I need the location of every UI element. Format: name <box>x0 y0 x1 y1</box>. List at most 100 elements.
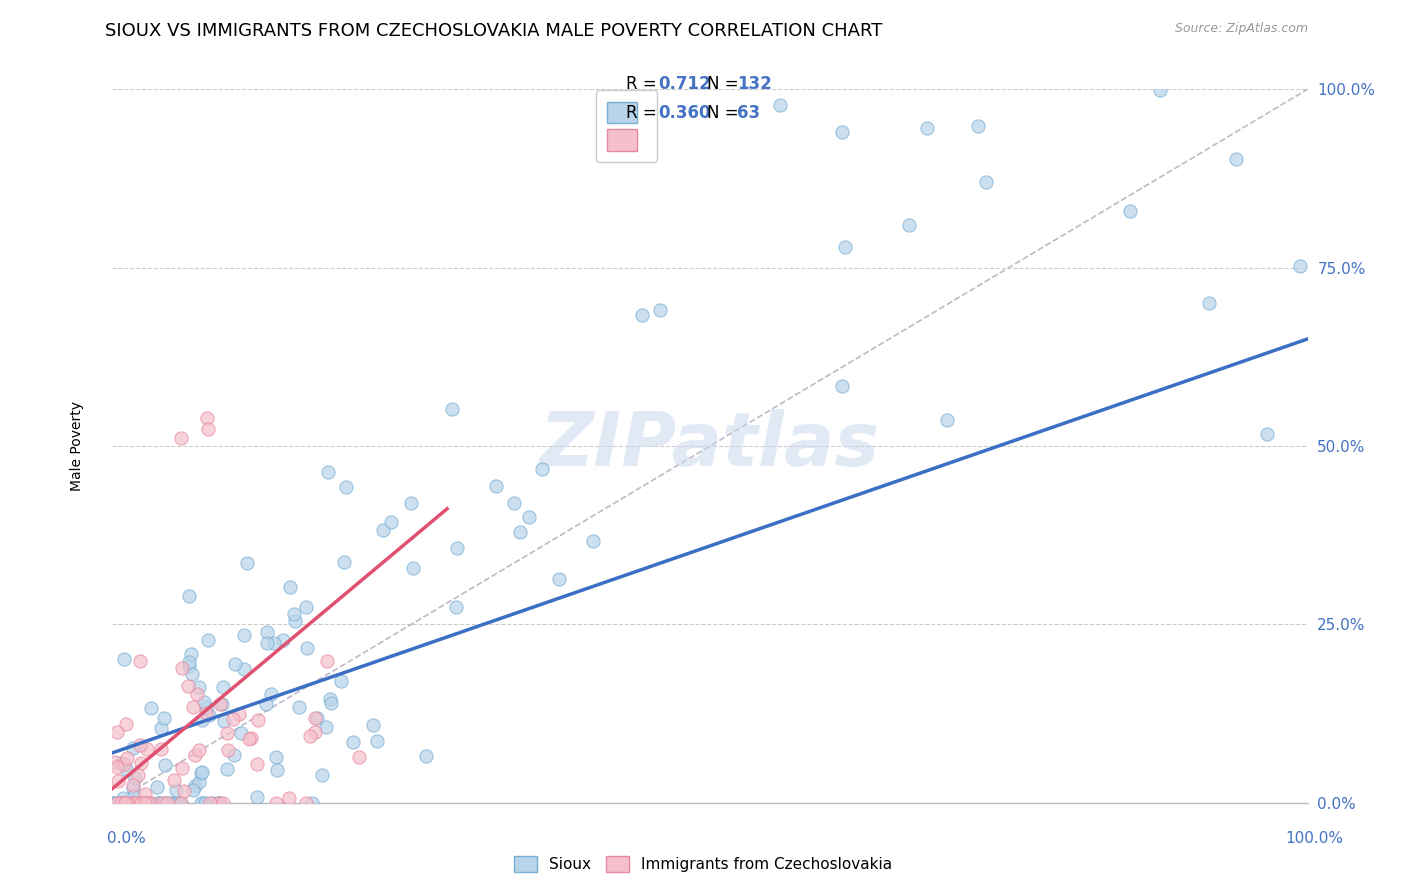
Point <box>264 750 287 764</box>
Point <box>129 796 152 810</box>
Point <box>299 729 322 743</box>
Point <box>1149 83 1171 97</box>
Point <box>181 666 204 681</box>
Point <box>208 796 231 810</box>
Point <box>897 218 920 232</box>
Point <box>134 796 156 810</box>
Text: ZIPatlas: ZIPatlas <box>540 409 880 483</box>
Point <box>190 713 212 727</box>
Point <box>531 462 554 476</box>
Point <box>149 742 172 756</box>
Point <box>273 632 295 647</box>
Point <box>170 796 193 810</box>
Point <box>170 431 193 445</box>
Point <box>134 787 156 801</box>
Point <box>122 789 145 804</box>
Point <box>401 496 423 510</box>
Point <box>211 697 233 711</box>
Point <box>307 711 329 725</box>
Point <box>263 635 285 649</box>
Text: N =: N = <box>707 75 738 93</box>
Point <box>441 401 464 416</box>
Point <box>181 783 204 797</box>
Point <box>177 679 200 693</box>
Point <box>235 557 257 571</box>
Point <box>631 308 654 322</box>
Point <box>212 796 235 810</box>
Point <box>212 680 235 694</box>
Point <box>974 175 997 189</box>
Point <box>256 625 278 640</box>
Point <box>207 796 229 810</box>
Point <box>188 743 211 757</box>
Point <box>240 731 263 746</box>
Point <box>366 733 388 747</box>
Point <box>318 465 340 479</box>
Point <box>169 796 191 810</box>
Point <box>194 796 217 810</box>
Point <box>167 796 190 810</box>
Point <box>224 657 246 672</box>
Point <box>163 796 186 810</box>
Text: R =: R = <box>626 75 657 93</box>
Point <box>170 661 193 675</box>
Point <box>207 796 229 810</box>
Point <box>332 555 354 569</box>
Point <box>347 749 370 764</box>
Point <box>127 768 149 782</box>
Point <box>134 796 156 810</box>
Point <box>315 654 337 668</box>
Point <box>295 599 318 614</box>
Point <box>264 796 287 810</box>
Point <box>194 700 217 714</box>
Point <box>582 533 605 548</box>
Legend: Sioux, Immigrants from Czechoslovakia: Sioux, Immigrants from Czechoslovakia <box>506 848 900 880</box>
Point <box>177 659 200 673</box>
Point <box>107 796 129 810</box>
Point <box>190 796 212 810</box>
Point <box>122 781 145 796</box>
Point <box>105 796 128 810</box>
Point <box>231 726 253 740</box>
Text: 0.0%: 0.0% <box>107 831 146 846</box>
Point <box>197 422 219 436</box>
Point <box>197 633 219 648</box>
Point <box>121 796 143 810</box>
Point <box>266 764 288 778</box>
Point <box>122 778 145 792</box>
Point <box>110 796 132 810</box>
Point <box>967 119 990 133</box>
Point <box>238 731 260 746</box>
Point <box>284 614 307 628</box>
Point <box>150 796 173 810</box>
Point <box>246 713 269 727</box>
Point <box>295 796 318 810</box>
Point <box>915 120 938 135</box>
Point <box>201 796 224 810</box>
Point <box>228 706 250 721</box>
Point <box>335 480 357 494</box>
Point <box>187 680 209 694</box>
Text: 63: 63 <box>737 104 759 122</box>
Point <box>179 590 201 604</box>
Point <box>217 743 239 757</box>
Point <box>179 655 201 669</box>
Point <box>193 695 215 709</box>
Point <box>1225 152 1247 166</box>
Point <box>233 628 256 642</box>
Text: 0.360: 0.360 <box>658 104 710 122</box>
Point <box>769 98 792 112</box>
Point <box>128 796 150 810</box>
Point <box>155 758 177 772</box>
Point <box>180 647 202 661</box>
Point <box>148 796 170 810</box>
Point <box>110 796 132 810</box>
Text: 0.712: 0.712 <box>658 75 710 93</box>
Point <box>110 756 132 771</box>
Point <box>315 720 337 734</box>
Point <box>224 747 246 762</box>
Point <box>173 783 195 797</box>
Point <box>834 240 856 254</box>
Point <box>831 125 853 139</box>
Point <box>136 796 159 810</box>
